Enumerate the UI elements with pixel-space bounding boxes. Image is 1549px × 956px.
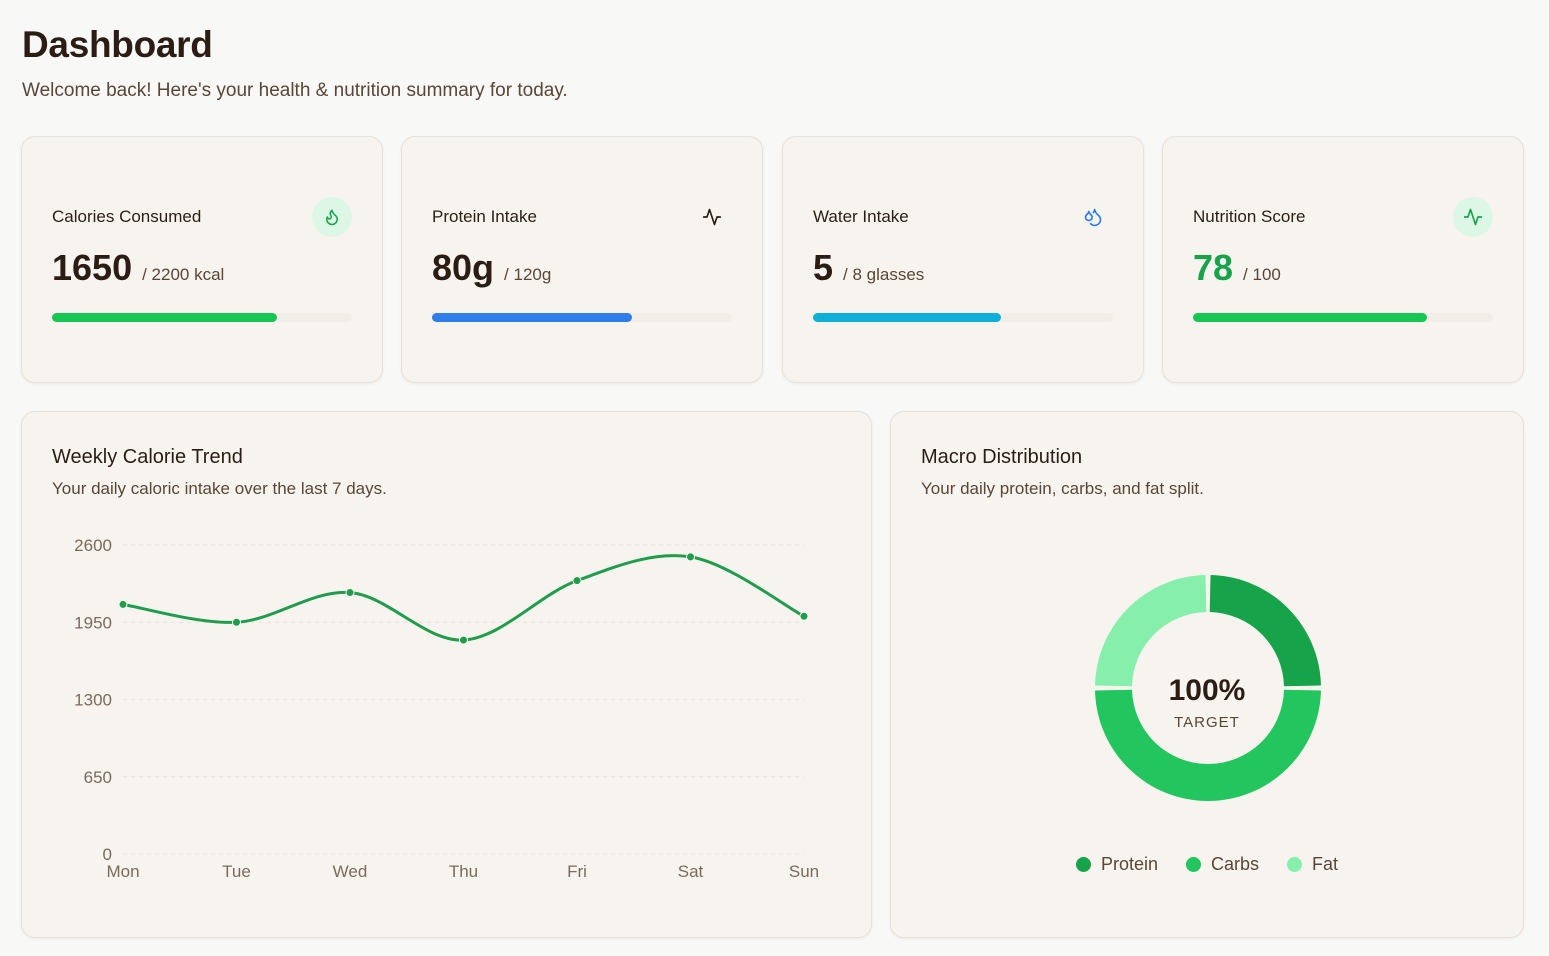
chart-subtitle: Your daily protein, carbs, and fat split…	[921, 479, 1204, 498]
weekly-trend-card: Weekly Calorie Trend Your daily caloric …	[21, 411, 872, 938]
y-tick-label: 0	[103, 845, 112, 864]
calories-card: Calories Consumed 1650 / 2200 kcal	[21, 136, 383, 383]
stat-value: 80g	[432, 247, 495, 288]
chart-subtitle: Your daily caloric intake over the last …	[52, 479, 387, 498]
chart-title: Macro Distribution	[921, 446, 1083, 468]
series-line	[122, 554, 805, 642]
stat-label: Water Intake	[813, 207, 909, 226]
stat-target: / 120g	[504, 265, 552, 284]
donut-chart	[1095, 575, 1321, 802]
stat-target: / 100	[1243, 265, 1281, 284]
y-tick-label: 1950	[74, 613, 112, 632]
legend-dot	[1186, 857, 1201, 872]
legend-label: Fat	[1312, 854, 1339, 874]
data-point	[799, 611, 809, 621]
stat-target: / 8 glasses	[843, 265, 925, 284]
stat-target: / 2200 kcal	[142, 265, 225, 284]
legend-item-carbs: Carbs	[1186, 854, 1259, 875]
progress-fill	[52, 313, 277, 322]
x-tick-label: Sun	[789, 862, 819, 881]
legend-item-fat: Fat	[1287, 854, 1338, 875]
y-tick-label: 650	[84, 768, 112, 787]
data-point	[686, 552, 695, 562]
stat-value: 1650	[52, 247, 133, 288]
x-tick-label: Fri	[567, 862, 587, 881]
data-point	[118, 599, 128, 609]
macro-distribution-card: Macro Distribution Your daily protein, c…	[890, 411, 1524, 938]
data-point	[232, 617, 241, 627]
legend-dot	[1287, 857, 1303, 872]
droplets-icon	[1073, 197, 1113, 237]
x-tick-label: Thu	[449, 862, 478, 881]
stat-label: Calories Consumed	[52, 207, 202, 226]
progress-fill	[1193, 313, 1427, 322]
stat-label: Protein Intake	[432, 207, 537, 226]
progress-bar	[813, 313, 1113, 322]
page-subtitle: Welcome back! Here's your health & nutri…	[22, 80, 568, 101]
data-point	[345, 588, 355, 598]
activity-icon	[1453, 197, 1493, 237]
y-tick-label: 2600	[74, 536, 112, 555]
donut-slice-protein	[1209, 575, 1321, 687]
protein-card: Protein Intake 80g / 120g	[401, 136, 763, 383]
legend-dot	[1075, 857, 1091, 872]
x-tick-label: Tue	[222, 862, 251, 881]
data-point	[459, 635, 468, 645]
donut-slice-fat	[1095, 575, 1207, 687]
stat-value: 5	[813, 247, 834, 288]
progress-fill	[813, 313, 1001, 322]
line-chart: 0 650 1300 1950 2600 Mon Tue Wed Thu Fri Sat Sun	[74, 536, 819, 881]
y-tick-label: 1300	[74, 691, 112, 710]
donut-center-label: TARGET	[1174, 714, 1240, 731]
x-tick-label: Sat	[678, 862, 704, 881]
donut-slice-carbs	[1095, 689, 1321, 802]
legend-label: Protein	[1100, 854, 1158, 874]
x-tick-label: Mon	[106, 862, 139, 881]
page-title: Dashboard	[22, 24, 213, 65]
stat-value: 78	[1193, 247, 1234, 288]
chart-title: Weekly Calorie Trend	[52, 446, 243, 468]
nutrition-score-card: Nutrition Score 78 / 100	[1162, 136, 1524, 383]
progress-bar	[1193, 313, 1493, 322]
donut-center-value: 100%	[1168, 674, 1246, 707]
progress-bar	[52, 313, 352, 322]
legend-item-protein: Protein	[1075, 854, 1158, 875]
x-tick-label: Wed	[333, 862, 368, 881]
stat-label: Nutrition Score	[1193, 207, 1306, 226]
data-point	[572, 576, 582, 586]
activity-icon	[692, 197, 732, 237]
chart-legend: Protein Carbs Fat	[891, 854, 1523, 875]
flame-icon	[312, 197, 352, 237]
legend-label: Carbs	[1211, 854, 1260, 874]
water-card: Water Intake 5 / 8 glasses	[782, 136, 1144, 383]
progress-bar	[432, 313, 732, 322]
progress-fill	[432, 313, 633, 322]
